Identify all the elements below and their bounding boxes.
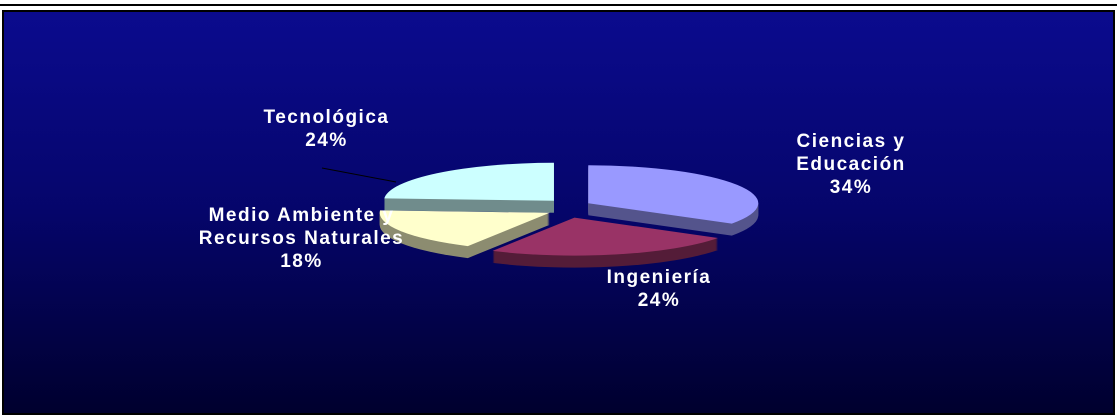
- slice-label: Ingeniería 24%: [544, 266, 774, 312]
- slice: [588, 165, 759, 224]
- category-name: Medio Ambiente y Recursos Naturales: [198, 205, 405, 249]
- slice: [492, 217, 719, 256]
- slice: [379, 210, 550, 247]
- pie-plot: [321, 162, 759, 268]
- category-name: Ciencias y Educación: [796, 131, 906, 175]
- slice-label: Medio Ambiente y Recursos Naturales 18%: [194, 204, 409, 273]
- top-rule: [0, 4, 1117, 6]
- slice-label: Tecnológica 24%: [204, 106, 449, 152]
- percent-label: 34%: [829, 177, 873, 198]
- slice: [384, 162, 554, 201]
- slice-label: Ciencias y Educación 34%: [746, 130, 956, 199]
- category-name: Tecnológica: [263, 107, 390, 128]
- chart: Ciencias y Educación 34% Ingeniería 24% Medi…: [2, 10, 1115, 415]
- percent-label: 24%: [305, 130, 348, 151]
- leader-line: [321, 167, 397, 183]
- percent-label: 18%: [280, 251, 323, 272]
- category-name: Ingeniería: [606, 267, 712, 288]
- percent-label: 24%: [637, 290, 681, 311]
